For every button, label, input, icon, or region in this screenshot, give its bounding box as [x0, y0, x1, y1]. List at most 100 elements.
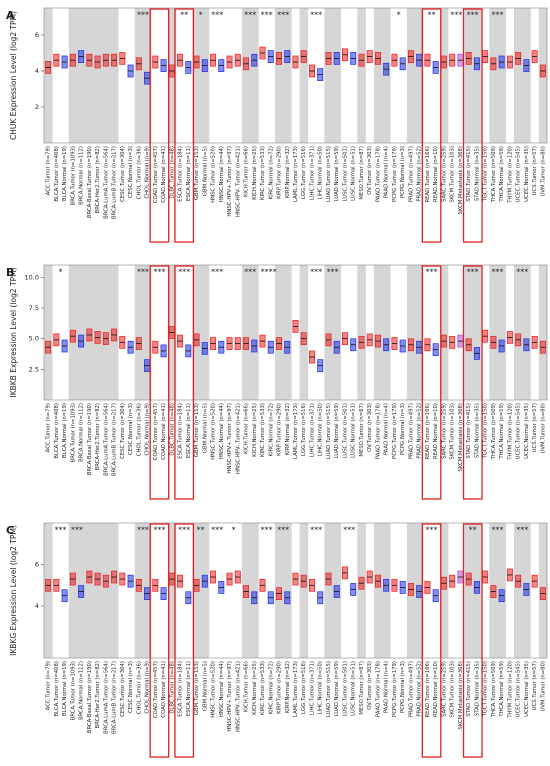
x-tick-label: THYM.Tumor (n=120): [507, 403, 513, 461]
x-tick-label: UCEC.Tumor (n=545): [516, 661, 522, 717]
group-shade: [76, 8, 86, 143]
x-tick-label: BLCA.Normal (n=19): [62, 146, 68, 201]
x-tick-label: CHOL.Normal (n=9): [145, 146, 151, 199]
y-tick-label: 2: [35, 103, 39, 111]
group-shade: [192, 265, 201, 400]
x-tick-label: COAD.Normal (n=41): [161, 403, 167, 460]
x-tick-label: THCA.Normal (n=59): [499, 146, 505, 203]
group-shade: [101, 8, 111, 143]
highlight-box: [462, 265, 483, 500]
x-tick-label: BRCA-LumA.Tumor (n=564): [103, 661, 109, 734]
x-tick-label: BRCA.Tumor (n=1093): [70, 403, 76, 462]
significance: ***: [137, 11, 149, 20]
x-tick-label: KIRC.Normal (n=72): [268, 661, 274, 714]
group-shade: [415, 265, 424, 400]
significance: ***: [261, 11, 273, 20]
x-tick-label: KIRP.Normal (n=32): [285, 146, 291, 198]
x-tick-label: THCA.Tumor (n=509): [491, 146, 497, 203]
x-tick-label: LIHC.Normal (n=50): [318, 146, 324, 199]
group-shade: [142, 265, 152, 400]
group-shade: [134, 8, 144, 143]
x-tick-label: KIRC.Tumor (n=533): [260, 146, 266, 200]
highlight-box: [462, 8, 483, 243]
significance: ***: [244, 268, 256, 277]
x-tick-label: LIHC.Tumor (n=371): [309, 403, 315, 457]
y-axis-label: IKBKG Expression Level (log2 TPM): [9, 525, 18, 656]
x-tick-label: LAML.Tumor (n=173): [293, 146, 299, 202]
x-tick-label: LGG.Tumor (n=516): [301, 403, 307, 456]
x-tick-label: COAD.Normal (n=41): [161, 146, 167, 203]
x-tick-label: PAAD.Normal (n=4): [384, 403, 390, 455]
significance: ***: [467, 11, 479, 20]
x-tick-label: CESC.Normal (n=3): [128, 661, 134, 713]
group-shade: [250, 265, 259, 400]
x-tick-label: PRAD.Tumor (n=497): [408, 146, 414, 202]
significance: ***: [178, 526, 190, 535]
x-tick-label: LUSC.Normal (n=51): [351, 661, 357, 716]
group-shade: [489, 265, 498, 400]
x-tick-label: PAAD.Tumor (n=178): [375, 146, 381, 202]
group-shade: [250, 8, 259, 143]
x-tick-label: LGG.Tumor (n=516): [301, 146, 307, 199]
x-tick-label: HNSC.Tumor (n=520): [211, 403, 217, 460]
x-tick-label: LAML.Tumor (n=173): [293, 403, 299, 459]
x-tick-label: UCS.Tumor (n=57): [532, 403, 538, 452]
x-tick-label: ACC.Tumor (n=79): [46, 403, 52, 452]
x-tick-label: CESC.Tumor (n=304): [120, 146, 126, 202]
y-axis-label: CHUK Expression Level (log2 TPM): [9, 11, 18, 140]
x-tick-label: THCA.Tumor (n=509): [491, 403, 497, 460]
x-tick-label: THCA.Normal (n=59): [499, 661, 505, 718]
x-tick-label: UCS.Tumor (n=57): [532, 146, 538, 195]
panel-letter: A: [6, 9, 15, 22]
x-tick-label: CHOL.Normal (n=9): [145, 661, 151, 714]
x-tick-label: PAAD.Tumor (n=178): [375, 403, 381, 459]
highlight-box: [421, 8, 442, 243]
significance: *: [397, 11, 401, 20]
x-tick-label: SKCM.Tumor (n=103): [450, 403, 456, 460]
group-shade: [357, 523, 366, 658]
x-tick-label: TGCT.Tumor (n=150): [483, 403, 489, 459]
group-shade: [373, 265, 383, 400]
significance: ***: [137, 526, 149, 535]
x-tick-label: CESC.Tumor (n=304): [120, 403, 126, 459]
significance: **: [428, 11, 436, 20]
x-tick-label: SARC.Tumor (n=259): [441, 403, 447, 459]
x-tick-label: READ.Normal (n=10): [433, 146, 439, 202]
x-tick-label: ESCA.Tumor (n=184): [178, 403, 184, 459]
x-tick-label: COAD.Tumor (n=457): [153, 403, 159, 460]
group-shade: [200, 8, 210, 143]
significance: **: [197, 526, 205, 535]
significance: ***: [277, 526, 289, 535]
x-tick-label: KIRC.Tumor (n=533): [260, 661, 266, 715]
highlight-box: [421, 523, 442, 758]
x-tick-label: GBM.Normal (n=5): [202, 661, 208, 711]
x-tick-label: READ.Tumor (n=166): [425, 146, 431, 203]
group-shade: [497, 8, 507, 143]
x-tick-label: BLCA.Normal (n=19): [62, 661, 68, 716]
group-shade: [439, 523, 449, 658]
group-shade: [522, 265, 531, 400]
significance: ***: [211, 268, 223, 277]
x-tick-label: PRAD.Tumor (n=497): [408, 661, 414, 717]
x-tick-label: BRCA-Basal.Tumor (n=190): [87, 146, 93, 218]
x-tick-label: LUAD.Normal (n=59): [334, 403, 340, 458]
x-tick-label: UCS.Tumor (n=57): [532, 661, 538, 710]
group-shade: [538, 265, 548, 400]
x-tick-label: ACC.Tumor (n=79): [46, 146, 52, 195]
significance: ***: [261, 526, 273, 535]
significance: *: [273, 268, 277, 277]
x-tick-label: TGCT.Tumor (n=150): [483, 661, 489, 717]
group-shade: [85, 8, 94, 143]
x-tick-label: THYM.Tumor (n=120): [507, 661, 513, 719]
x-tick-label: MESO.Tumor (n=87): [359, 403, 365, 457]
x-tick-label: MESO.Tumor (n=87): [359, 661, 365, 715]
significance: ***: [492, 11, 504, 20]
x-tick-label: UVM.Tumor (n=80): [540, 403, 546, 453]
x-tick-label: BRCA-LumB.Tumor (n=217): [112, 403, 118, 476]
x-tick-label: KICH.Tumor (n=66): [244, 146, 250, 197]
x-tick-label: HNSC-HPV-.Tumor (n=421): [235, 146, 241, 217]
y-tick-label: 5.0: [29, 335, 39, 343]
x-tick-label: KICH.Normal (n=25): [252, 661, 258, 715]
x-tick-label: LIHC.Tumor (n=371): [309, 661, 315, 715]
x-tick-label: PAAD.Normal (n=4): [384, 146, 390, 198]
